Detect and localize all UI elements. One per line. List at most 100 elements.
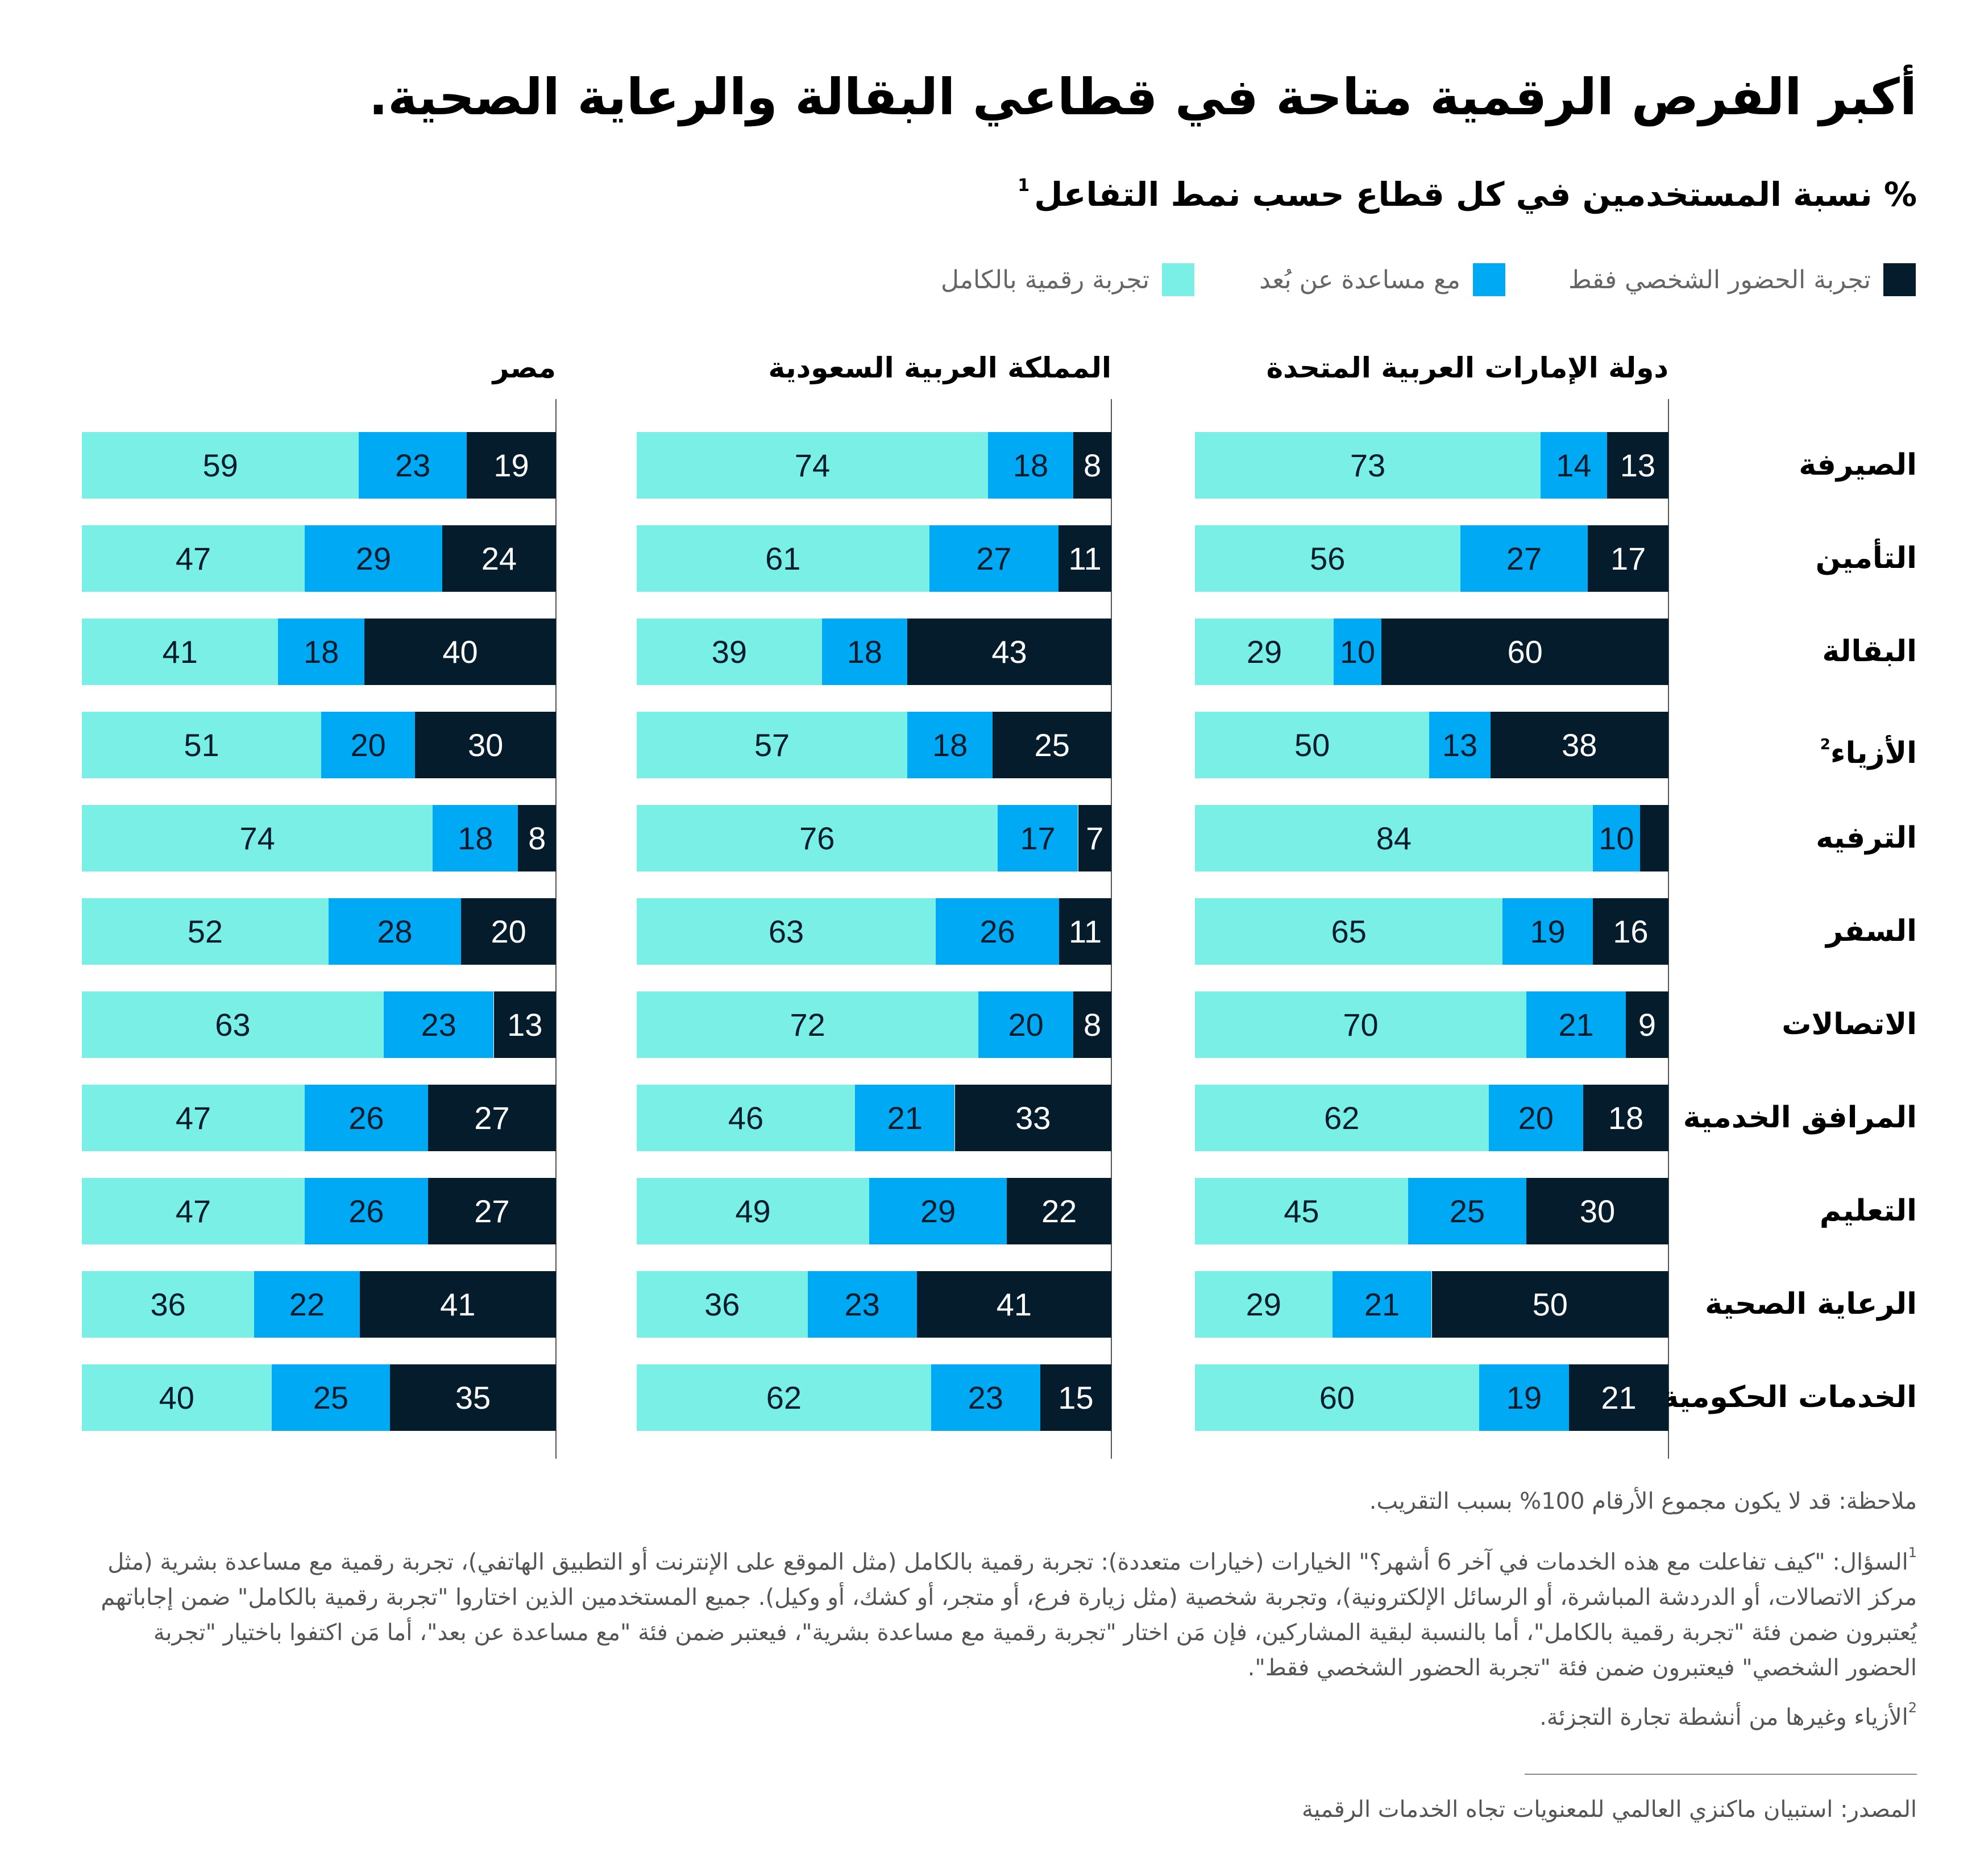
category-label-text: المرافق الخدمية: [1683, 1101, 1917, 1135]
bar-segment-remote-assist: 14: [1541, 432, 1607, 499]
bar-segment-in-person: 60: [1381, 619, 1668, 685]
bar-value-label: 18: [1012, 447, 1049, 483]
category-label-text: البقالة: [1822, 634, 1917, 669]
bar-value-label: 7: [1086, 820, 1104, 856]
bar-value-label: 40: [442, 634, 478, 670]
bar-value-label: 21: [1558, 1007, 1594, 1043]
bar-segment-fully-digital: 46: [637, 1085, 856, 1151]
bar-value-label: 56: [1310, 541, 1346, 576]
bar-segment-fully-digital: 70: [1195, 991, 1527, 1058]
bar-value-label: 11: [1069, 914, 1102, 949]
bar-segment-remote-assist: 26: [936, 898, 1060, 965]
bar-value-label: 60: [1319, 1380, 1355, 1416]
bar-value-label: 73: [1350, 447, 1386, 483]
bar-value-label: 29: [1246, 1286, 1281, 1322]
bar-segment-in-person: 35: [390, 1364, 556, 1431]
footnote-2: 2الأزياء وغيرها من أنشطة تجارة التجزئة.: [1539, 1700, 1917, 1730]
bar-segment-fully-digital: 45: [1195, 1178, 1408, 1244]
bar-segment-remote-assist: 23: [807, 1271, 917, 1338]
bar-value-label: 29: [1246, 634, 1282, 670]
category-label-text: الترفيه: [1816, 821, 1917, 855]
bar-value-label: 57: [754, 727, 790, 763]
bar-segment-in-person: 22: [1007, 1178, 1111, 1244]
footnote-1-text: السؤال: "كيف تفاعلت مع هذه الخدمات في آخ…: [101, 1549, 1917, 1681]
bar-segment-remote-assist: 21: [855, 1085, 955, 1151]
bar-segment-fully-digital: 47: [82, 1085, 305, 1151]
bar-segment-in-person: 24: [442, 525, 556, 592]
bar-segment-in-person: 50: [1431, 1271, 1668, 1338]
bar-segment-remote-assist: 28: [328, 898, 462, 965]
bar-segment-in-person: 9: [1626, 991, 1668, 1058]
bar-value-label: 33: [1015, 1100, 1051, 1136]
bar-segment-remote-assist: 23: [359, 432, 467, 499]
category-label: الأزياء2: [1820, 712, 1917, 778]
bar-segment-remote-assist: 25: [1408, 1178, 1527, 1244]
bar-value-label: 27: [474, 1193, 510, 1229]
bar-segment-fully-digital: 61: [637, 525, 929, 592]
bar-value-label: 36: [704, 1286, 740, 1322]
bar-segment-fully-digital: 63: [82, 991, 384, 1058]
bar-value-label: 20: [350, 727, 386, 763]
legend-swatch-fully-digital: [1162, 263, 1194, 296]
bar-segment-in-person: 25: [993, 712, 1112, 778]
bar-value-label: 20: [1008, 1007, 1044, 1043]
bar-segment-fully-digital: 52: [82, 898, 329, 965]
bar-value-label: 10: [1339, 634, 1376, 670]
bar-segment-fully-digital: 47: [82, 1178, 305, 1244]
category-label-text: الصيرفة: [1799, 448, 1917, 482]
legend-swatch-in-person: [1883, 263, 1916, 296]
category-label: الخدمات الحكومية: [1661, 1364, 1917, 1431]
bar-value-label: 19: [493, 447, 529, 483]
bar-segment-in-person: 43: [907, 619, 1112, 685]
bar-value-label: 15: [1058, 1380, 1094, 1416]
bar-value-label: 21: [887, 1100, 923, 1136]
bar-segment-in-person: 27: [427, 1178, 556, 1244]
bar-value-label: 13: [507, 1007, 543, 1043]
bar-value-label: 47: [175, 1100, 211, 1136]
bar-segment-in-person: 27: [427, 1085, 556, 1151]
bar-segment-fully-digital: 65: [1195, 898, 1503, 965]
category-label-text: الأزياء: [1830, 736, 1917, 770]
bar-value-label: 23: [844, 1286, 880, 1322]
axis-line-uae: [1668, 399, 1669, 1459]
bar-segment-remote-assist: 13: [1429, 712, 1491, 778]
bar-segment-fully-digital: 56: [1195, 525, 1460, 592]
bar-segment-remote-assist: 10: [1592, 805, 1640, 871]
bar-segment-remote-assist: 27: [1460, 525, 1588, 592]
bar-value-label: 27: [976, 541, 1012, 576]
bar-value-label: 22: [289, 1286, 325, 1322]
bar-segment-in-person: 41: [916, 1271, 1112, 1338]
bar-segment-fully-digital: 29: [1195, 1271, 1333, 1338]
bar-value-label: 47: [175, 541, 211, 576]
chart-subtitle: % نسبة المستخدمين في كل قطاع حسب نمط الت…: [1018, 175, 1917, 215]
bar-value-label: 60: [1507, 634, 1543, 670]
bar-value-label: 63: [215, 1007, 251, 1043]
bar-value-label: 62: [766, 1380, 802, 1416]
bar-value-label: 63: [768, 914, 804, 949]
bar-segment-fully-digital: 40: [82, 1364, 272, 1431]
bar-segment-fully-digital: 62: [637, 1364, 931, 1431]
footnote-1: 1السؤال: "كيف تفاعلت مع هذه الخدمات في آ…: [81, 1535, 1917, 1686]
bar-segment-fully-digital: 50: [1195, 712, 1430, 778]
bar-value-label: 21: [1364, 1286, 1400, 1322]
bar-segment-remote-assist: 18: [278, 619, 364, 685]
legend-swatch-remote-assist: [1473, 263, 1505, 296]
axis-line-egypt: [555, 399, 557, 1459]
bar-value-label: 24: [481, 541, 517, 576]
bar-segment-remote-assist: 21: [1526, 991, 1626, 1058]
bar-value-label: 28: [377, 914, 413, 949]
bar-value-label: 9: [1638, 1007, 1657, 1043]
bar-value-label: 59: [202, 447, 238, 483]
bar-segment-remote-assist: 18: [907, 712, 993, 778]
bar-segment-in-person: 13: [1607, 432, 1668, 499]
bar-value-label: 23: [968, 1380, 1003, 1416]
bar-segment-in-person: 40: [364, 619, 556, 685]
bar-value-label: 23: [421, 1007, 456, 1043]
bar-value-label: 17: [1020, 820, 1056, 856]
category-label-text: التعليم: [1819, 1194, 1917, 1228]
category-label: الترفيه: [1816, 805, 1917, 871]
bar-value-label: 16: [1613, 914, 1649, 949]
bar-value-label: 47: [175, 1193, 211, 1229]
category-label: التعليم: [1820, 1178, 1917, 1244]
bar-value-label: 74: [794, 447, 831, 483]
